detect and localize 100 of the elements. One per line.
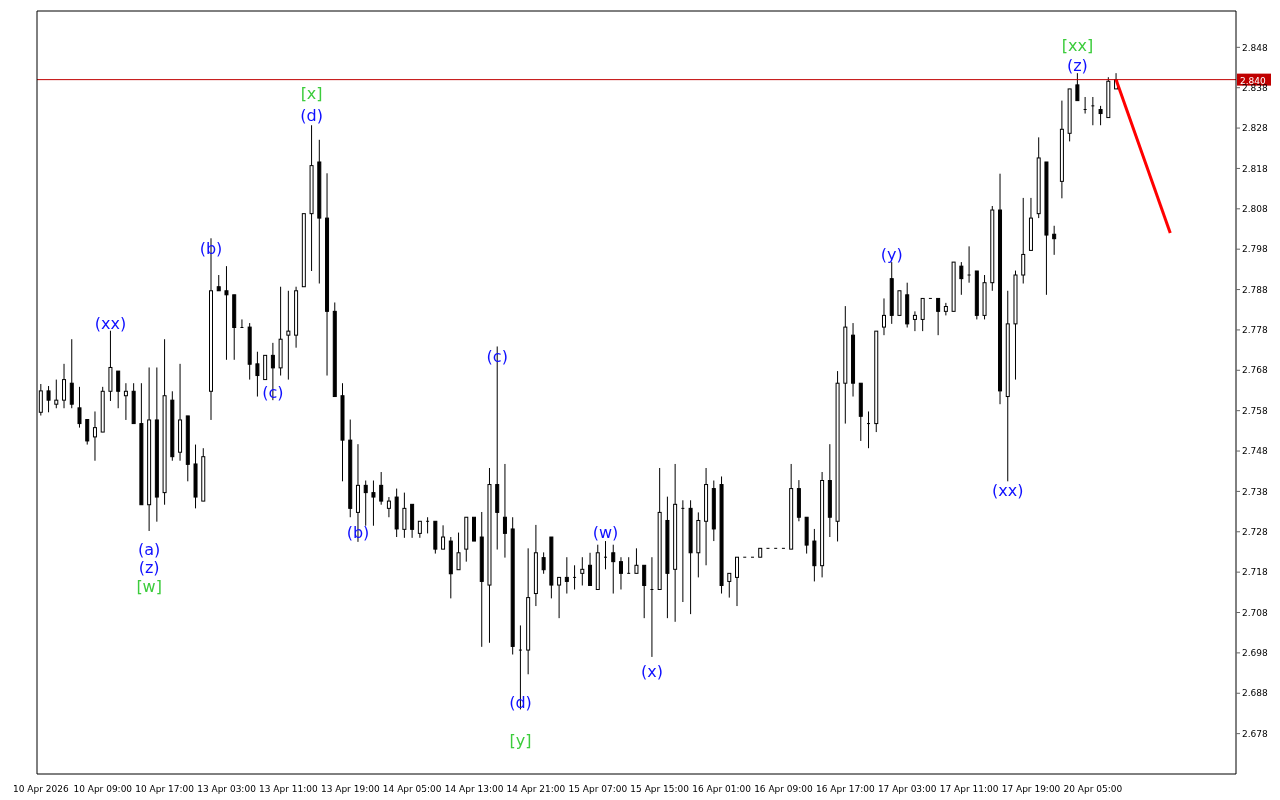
candlestick xyxy=(735,556,740,607)
x-tick-label: 10 Apr 17:00 xyxy=(135,784,195,794)
candlestick xyxy=(541,551,546,575)
candlestick xyxy=(1090,96,1095,126)
annotation: [x] xyxy=(300,84,323,104)
candlestick xyxy=(1083,96,1088,115)
candlestick xyxy=(286,290,291,381)
x-tick-label: 15 Apr 15:00 xyxy=(630,784,690,794)
annotation: (x) xyxy=(640,662,663,682)
candlestick xyxy=(425,516,430,534)
x-tick-label: 13 Apr 11:00 xyxy=(259,784,319,794)
x-tick-label: 15 Apr 07:00 xyxy=(568,784,628,794)
candlestick xyxy=(255,351,260,398)
candlestick xyxy=(580,556,585,586)
x-tick-label: 17 Apr 19:00 xyxy=(1001,784,1061,794)
candlestick xyxy=(123,382,128,421)
candlestick xyxy=(1052,225,1057,256)
candlestick xyxy=(618,556,623,591)
y-tick-label: 2.678 xyxy=(1242,728,1269,739)
y-tick-label: 2.738 xyxy=(1242,486,1269,497)
candlestick xyxy=(62,363,67,409)
x-tick-label: 14 Apr 13:00 xyxy=(444,784,504,794)
candlestick xyxy=(936,297,941,336)
y-tick-label: 2.718 xyxy=(1242,567,1269,578)
candlestick xyxy=(224,265,229,361)
annotation: (xx) xyxy=(992,480,1024,500)
x-tick-label: 10 Apr 09:00 xyxy=(73,784,133,794)
y-tick-label: 2.728 xyxy=(1242,526,1269,537)
candlestick xyxy=(441,524,446,550)
annotation: [w] xyxy=(136,577,162,597)
candlestick xyxy=(959,261,964,296)
candlestick xyxy=(502,463,507,559)
y-tick-label: 2.798 xyxy=(1242,244,1269,255)
annotation: (d) xyxy=(300,105,323,125)
candlestick xyxy=(1075,72,1080,102)
candlestick xyxy=(611,544,616,595)
x-tick-label: 14 Apr 21:00 xyxy=(506,784,566,794)
annotation: (z) xyxy=(138,557,160,577)
y-tick-label: 2.778 xyxy=(1242,325,1269,336)
y-tick-label: 2.688 xyxy=(1242,688,1269,699)
x-tick-label: 10 Apr 2026 xyxy=(13,784,69,794)
y-tick-label: 2.758 xyxy=(1242,405,1269,416)
candlestick xyxy=(379,471,384,506)
candlestick xyxy=(943,302,948,316)
y-tick-label: 2.808 xyxy=(1242,204,1269,215)
annotation: (a) xyxy=(138,540,161,560)
candlestick xyxy=(642,564,647,619)
candlestick xyxy=(69,338,74,409)
candlestick xyxy=(108,330,113,402)
candlestick xyxy=(912,310,917,332)
y-tick-label: 2.708 xyxy=(1242,607,1269,618)
candlestick xyxy=(472,516,477,542)
candlestick xyxy=(402,492,407,539)
x-tick-label: 14 Apr 05:00 xyxy=(382,784,442,794)
annotation: (w) xyxy=(592,523,619,543)
candlestick xyxy=(1098,105,1103,126)
candlestick xyxy=(603,540,608,570)
annotation: [y] xyxy=(509,731,532,751)
x-tick-label: 13 Apr 19:00 xyxy=(320,784,380,794)
annotation: (z) xyxy=(1066,55,1088,75)
candlestick xyxy=(881,297,886,336)
candlestick xyxy=(363,480,368,527)
candlestick xyxy=(680,499,685,603)
candlestick xyxy=(649,556,654,658)
x-tick-label: 16 Apr 17:00 xyxy=(816,784,875,794)
candlestick xyxy=(46,385,51,413)
annotation: [xx] xyxy=(1061,35,1094,55)
x-tick-label: 13 Apr 03:00 xyxy=(197,784,257,794)
candlestick xyxy=(371,480,376,527)
y-tick-label: 2.828 xyxy=(1242,123,1269,134)
x-tick-label: 17 Apr 11:00 xyxy=(939,784,999,794)
candlestick xyxy=(456,532,461,571)
candlestick xyxy=(386,496,391,518)
x-tick-label: 17 Apr 03:00 xyxy=(877,784,937,794)
y-tick-label: 2.768 xyxy=(1242,365,1269,376)
candlestick xyxy=(116,370,121,409)
y-tick-label: 2.698 xyxy=(1242,648,1269,659)
annotation: (b) xyxy=(199,238,223,258)
x-tick-label: 20 Apr 05:00 xyxy=(1063,784,1123,794)
candlestick xyxy=(85,419,90,446)
x-tick-label: 16 Apr 09:00 xyxy=(754,784,814,794)
candlestick xyxy=(1021,197,1026,284)
candlestick xyxy=(77,386,82,429)
annotation: (xx) xyxy=(94,313,127,333)
candlestick xyxy=(626,556,631,574)
candlestick xyxy=(727,572,732,599)
candlestick xyxy=(54,379,59,409)
candlestick xyxy=(634,547,639,574)
candlestick xyxy=(920,297,925,332)
candlestick xyxy=(967,245,972,284)
candlestick xyxy=(866,410,871,449)
x-tick-label: 16 Apr 01:00 xyxy=(692,784,752,794)
annotation: (y) xyxy=(880,244,903,264)
candlestick xyxy=(557,576,562,619)
y-tick-label: 2.748 xyxy=(1242,446,1269,457)
y-tick-label: 2.848 xyxy=(1242,42,1269,53)
candlestick xyxy=(572,564,577,591)
candlestick xyxy=(588,552,593,586)
candlestick xyxy=(564,556,569,595)
y-tick-label: 2.788 xyxy=(1242,284,1269,295)
